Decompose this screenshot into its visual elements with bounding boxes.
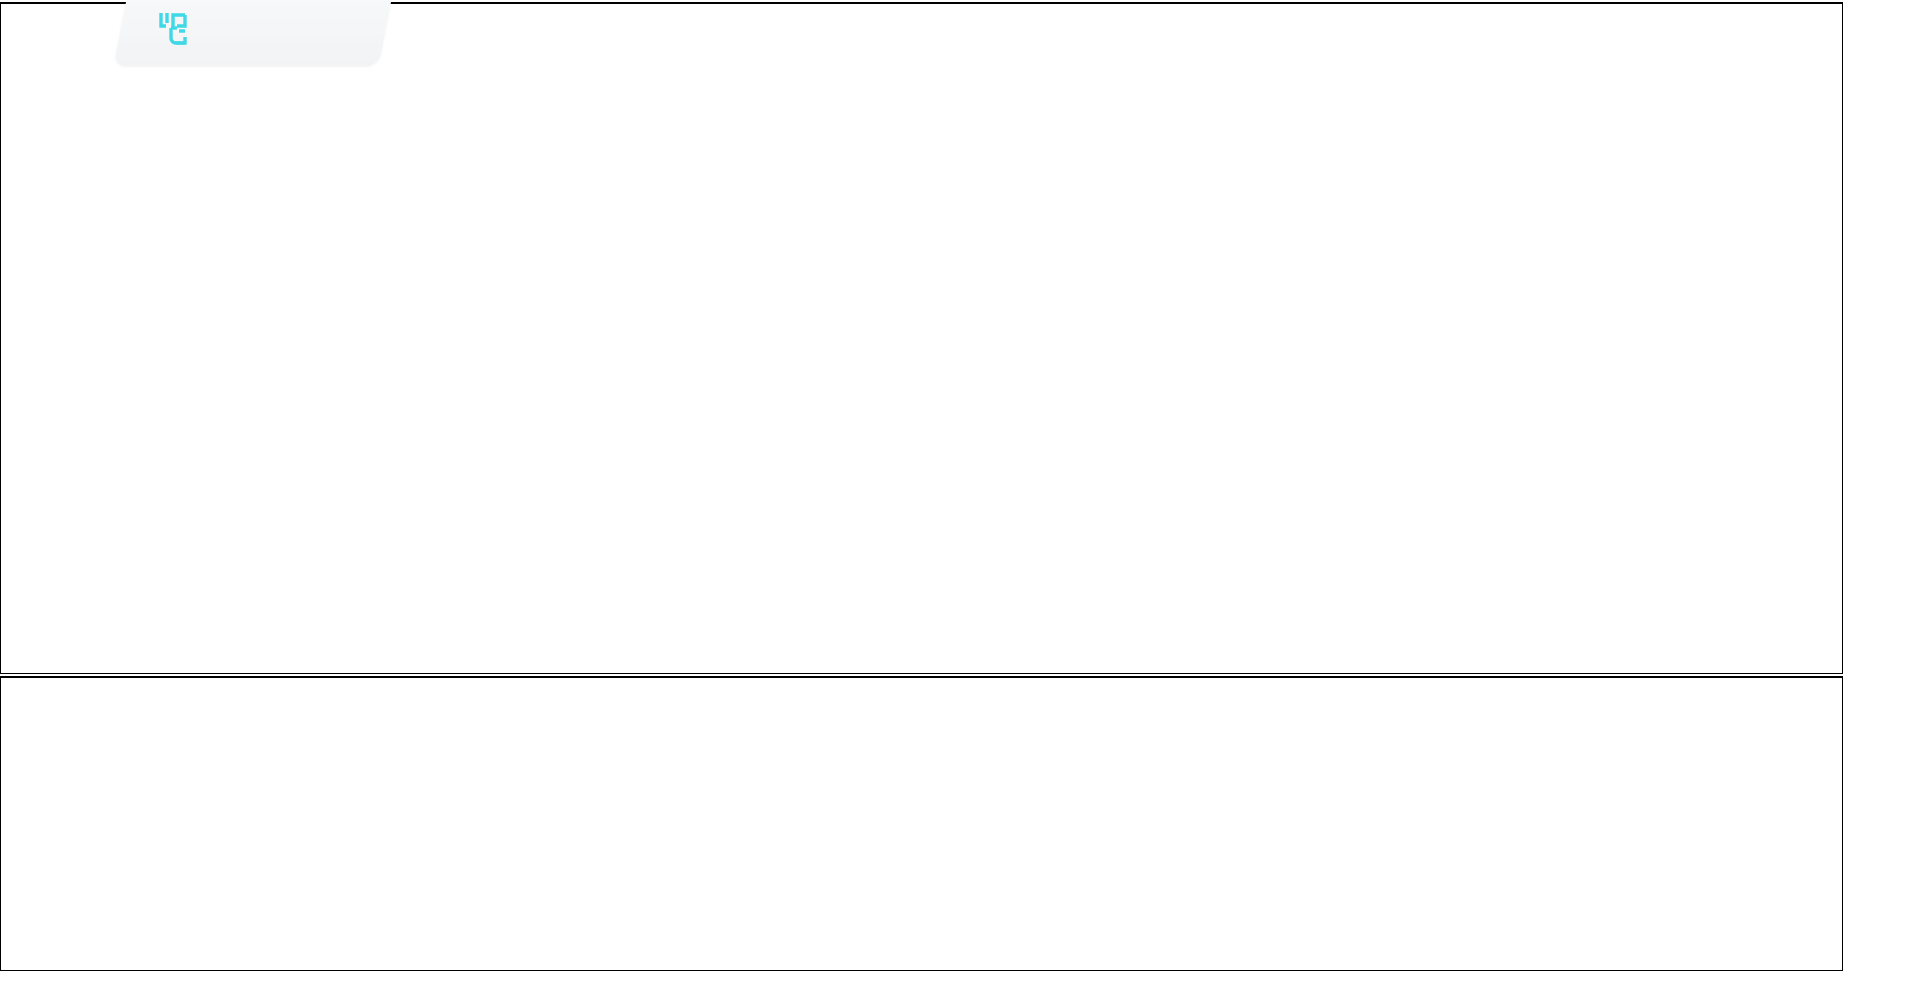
price-chart-pane[interactable] [0,2,1843,674]
time-axis[interactable] [0,971,1843,997]
tsi-axis-scale[interactable] [1843,676,1920,971]
watermark-logo [150,8,206,56]
tradingfinder-logo-icon [159,13,187,45]
symbol-info-bar [4,3,7,18]
tsi-indicator-pane[interactable] [0,676,1843,971]
candlestick-series [1,4,1842,674]
price-axis-scale[interactable] [1843,2,1920,674]
tsi-line-series [1,678,1842,971]
